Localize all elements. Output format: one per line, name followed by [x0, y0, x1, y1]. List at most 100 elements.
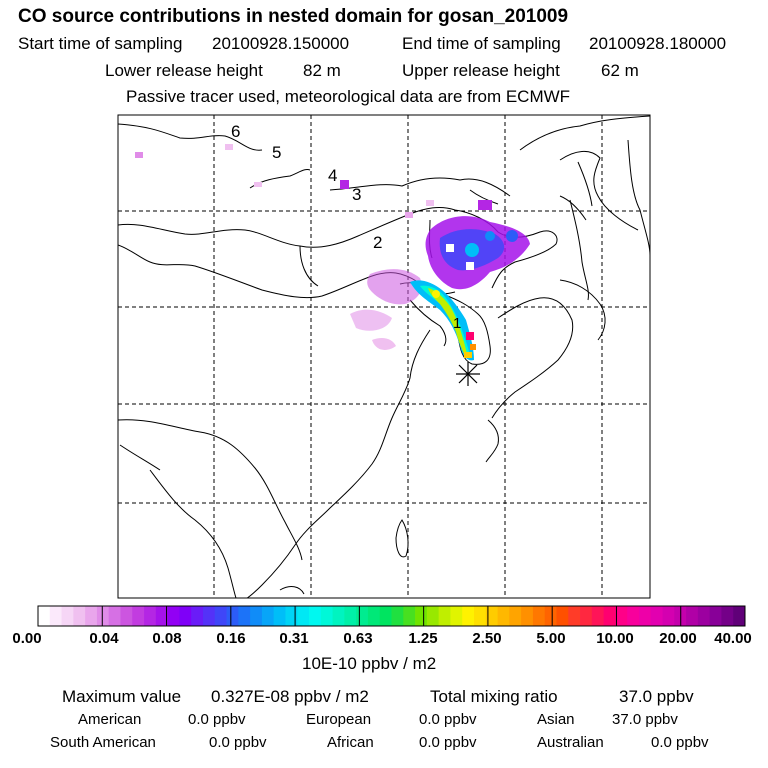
trajectory-label-1: 1	[453, 315, 462, 332]
colorbar-tick: 0.16	[216, 630, 246, 647]
region-name: South American	[50, 734, 156, 751]
region-value: 0.0 ppbv	[188, 711, 246, 728]
region-name: Asian	[537, 711, 575, 728]
colorbar-swatch	[297, 606, 310, 626]
start-time-value: 20100928.150000	[212, 34, 350, 53]
colorbar-swatch	[226, 606, 239, 626]
colorbar-swatch	[273, 606, 286, 626]
upper-release-value: 62 m	[601, 61, 639, 80]
total-mixing-value: 37.0 ppbv	[619, 687, 694, 706]
colorbar-swatch	[438, 606, 451, 626]
colorbar-tick: 0.04	[89, 630, 119, 647]
colorbar-swatch	[332, 606, 345, 626]
trajectory-label-6: 6	[231, 122, 241, 141]
colorbar-swatch	[309, 606, 322, 626]
colorbar-swatch	[509, 606, 522, 626]
colorbar-swatch	[191, 606, 204, 626]
region-value: 0.0 ppbv	[209, 734, 267, 751]
colorbar-unit: 10E-10 ppbv / m2	[302, 654, 437, 673]
colorbar-swatch	[450, 606, 463, 626]
colorbar-tick: 0.08	[152, 630, 182, 647]
region-name: Australian	[537, 734, 604, 751]
max-value: 0.327E-08 ppbv / m2	[211, 687, 369, 706]
colorbar-tick: 10.00	[596, 630, 634, 647]
colorbar-swatch	[356, 606, 369, 626]
colorbar-swatch	[721, 606, 734, 626]
colorbar-tick: 0.31	[279, 630, 309, 647]
colorbar-swatch	[686, 606, 699, 626]
colorbar-swatch	[38, 606, 51, 626]
plume-tracer	[135, 144, 530, 361]
receptor-marker	[456, 362, 480, 386]
colorbar-swatch	[367, 606, 381, 626]
end-time-label: End time of sampling	[402, 34, 561, 53]
colorbar-swatch	[144, 606, 157, 626]
region-name: African	[327, 734, 374, 751]
lower-release-label: Lower release height	[105, 61, 263, 80]
region-value: 0.0 ppbv	[419, 734, 477, 751]
colorbar-swatch	[49, 606, 62, 626]
colorbar-swatch	[403, 606, 416, 626]
region-value: 0.0 ppbv	[419, 711, 477, 728]
colorbar-swatch	[556, 606, 569, 626]
colorbar-swatch	[155, 606, 169, 626]
colorbar	[37, 605, 746, 627]
colorbar-swatch	[568, 606, 581, 626]
colorbar-swatch	[462, 606, 475, 626]
graticule	[118, 115, 650, 598]
colorbar-swatch	[615, 606, 628, 626]
region-name: American	[78, 711, 142, 728]
colorbar-swatch	[108, 606, 121, 626]
colorbar-swatch	[132, 606, 145, 626]
colorbar-swatch	[521, 606, 534, 626]
colorbar-swatch	[73, 606, 86, 626]
colorbar-swatch	[202, 606, 216, 626]
trajectory-label-3: 3	[352, 185, 362, 204]
end-time-value: 20100928.180000	[589, 34, 727, 53]
colorbar-swatch	[580, 606, 593, 626]
colorbar-swatch	[415, 606, 428, 626]
total-mixing-label: Total mixing ratio	[430, 687, 558, 706]
colorbar-swatch	[285, 606, 298, 626]
colorbar-swatch	[391, 606, 404, 626]
colorbar-swatch	[638, 606, 652, 626]
region-value: 37.0 ppbv	[612, 711, 678, 728]
trajectory-label-2: 2	[373, 233, 383, 252]
colorbar-swatch	[96, 606, 110, 626]
coastlines	[118, 115, 650, 598]
colorbar-swatch	[591, 606, 604, 626]
colorbar-swatch	[344, 606, 357, 626]
map-title: CO source contributions in nested domain…	[18, 6, 569, 27]
colorbar-swatch	[650, 606, 663, 626]
region-name: European	[306, 711, 372, 728]
trajectory-label-5: 5	[272, 143, 282, 162]
colorbar-swatch	[532, 606, 546, 626]
colorbar-swatch	[485, 606, 498, 626]
colorbar-swatch	[662, 606, 675, 626]
colorbar-tick: 40.00	[714, 630, 752, 647]
colorbar-tick: 2.50	[472, 630, 502, 647]
colorbar-tick: 20.00	[659, 630, 697, 647]
colorbar-swatch	[167, 606, 180, 626]
colorbar-swatch	[120, 606, 133, 626]
colorbar-swatch	[379, 606, 392, 626]
colorbar-swatch	[603, 606, 616, 626]
map-layer	[118, 115, 650, 598]
colorbar-swatch	[61, 606, 74, 626]
max-value-label: Maximum value	[62, 687, 182, 706]
colorbar-swatch	[544, 606, 557, 626]
colorbar-frame	[37, 605, 746, 627]
colorbar-swatch	[733, 606, 746, 626]
upper-release-label: Upper release height	[402, 61, 560, 80]
colorbar-swatch	[320, 606, 333, 626]
colorbar-swatch	[238, 606, 251, 626]
colorbar-swatch	[709, 606, 722, 626]
colorbar-swatch	[426, 606, 440, 626]
region-value: 0.0 ppbv	[651, 734, 709, 751]
colorbar-swatch	[261, 606, 275, 626]
tracer-note: Passive tracer used, meteorological data…	[126, 87, 571, 106]
colorbar-swatch	[85, 606, 98, 626]
colorbar-swatch	[214, 606, 227, 626]
colorbar-swatch	[473, 606, 487, 626]
